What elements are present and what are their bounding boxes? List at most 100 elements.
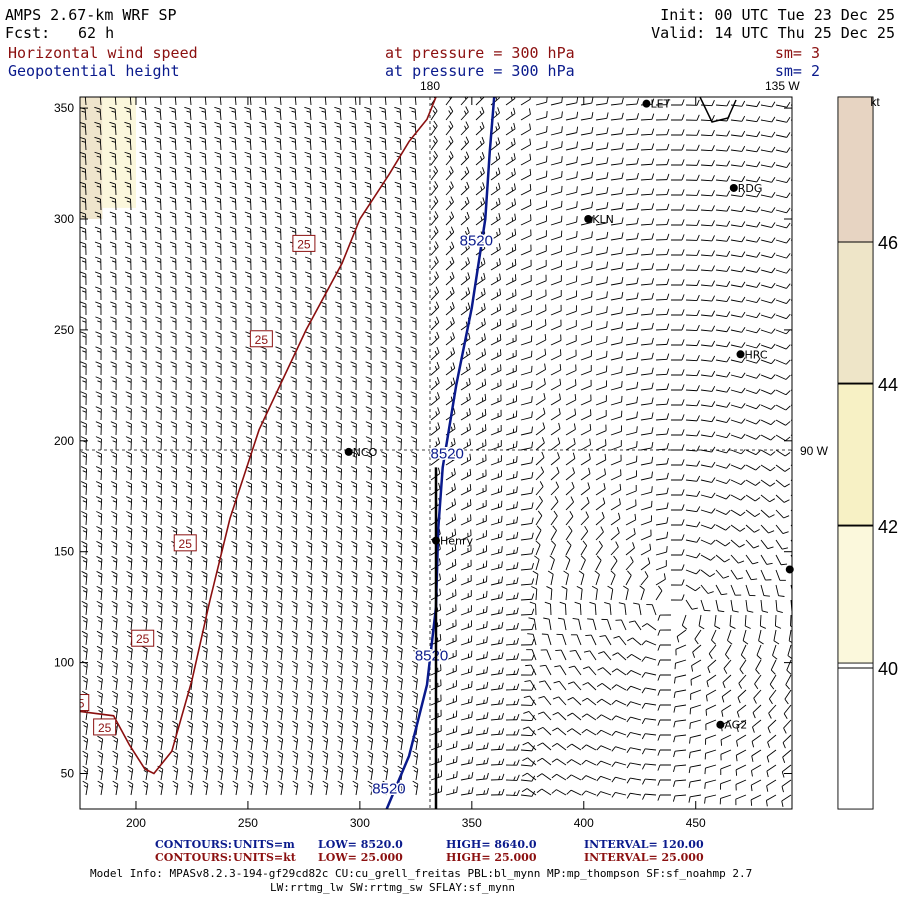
wind-barb <box>410 346 417 361</box>
barb-flag <box>95 346 102 350</box>
barb-shaft <box>730 359 742 364</box>
wind-barb <box>775 268 791 274</box>
barb-flag <box>80 436 87 440</box>
barb-flag <box>469 499 472 506</box>
barb-shaft <box>610 327 622 331</box>
barb-flag <box>244 226 251 230</box>
barb-shaft <box>610 192 622 196</box>
barb-flag <box>320 346 327 350</box>
barb-flag <box>217 395 222 398</box>
wind-barb <box>200 301 207 316</box>
wind-barb <box>700 235 715 242</box>
wind-barb <box>790 419 792 422</box>
barb-flag <box>244 121 251 125</box>
barb-flag <box>124 241 131 245</box>
barb-flag <box>201 200 206 203</box>
wind-barb <box>394 121 402 136</box>
wind-barb <box>110 346 117 361</box>
barb-shaft <box>99 108 102 121</box>
barb-flag <box>277 455 282 458</box>
wind-barb <box>490 379 502 391</box>
field1-level: at pressure = 300 hPa <box>385 44 575 62</box>
barb-shaft <box>640 223 653 226</box>
barb-flag <box>156 200 161 203</box>
barb-flag <box>559 349 562 356</box>
barb-flag <box>621 202 624 209</box>
barb-flag <box>319 136 326 140</box>
barb-flag <box>681 354 685 361</box>
wind-barb <box>290 286 297 301</box>
barb-flag <box>514 213 517 220</box>
barb-flag <box>756 312 761 318</box>
barb-shaft <box>234 138 237 151</box>
barb-flag <box>80 376 87 380</box>
wind-barb <box>304 136 312 151</box>
barb-shaft <box>625 133 637 136</box>
wind-barb <box>260 421 267 436</box>
barb-shaft <box>550 428 561 436</box>
wind-barb <box>155 436 162 451</box>
wind-barb <box>335 286 342 301</box>
barb-shaft <box>715 344 727 348</box>
barb-shaft <box>580 296 592 301</box>
barb-flag <box>95 406 102 410</box>
wind-barb <box>730 342 746 348</box>
wind-barb <box>595 187 609 196</box>
barb-shaft <box>384 108 387 121</box>
barb-flag <box>496 201 498 206</box>
wind-barb <box>700 370 716 377</box>
wind-barb <box>445 166 454 181</box>
wind-barb <box>670 219 685 226</box>
barb-flag <box>97 365 102 368</box>
barb-flag <box>322 335 327 338</box>
barb-flag <box>336 290 342 293</box>
barb-flag <box>448 110 452 115</box>
wind-barb <box>245 376 252 391</box>
barb-flag <box>156 260 161 263</box>
barb-shaft <box>730 419 742 424</box>
barb-flag <box>274 136 281 140</box>
barb-flag <box>741 130 746 137</box>
wind-barb <box>199 136 207 151</box>
barb-flag <box>199 92 205 94</box>
wind-barb <box>95 421 102 436</box>
wind-barb <box>334 151 342 166</box>
barb-flag <box>379 211 386 215</box>
barb-flag <box>498 182 501 189</box>
barb-flag <box>741 251 746 258</box>
barb-flag <box>771 192 776 198</box>
barb-shaft <box>580 429 591 436</box>
barb-flag <box>557 452 560 459</box>
barb-shaft <box>655 313 668 316</box>
barb-flag <box>666 113 670 120</box>
barb-shaft <box>369 123 372 136</box>
barb-flag <box>636 98 640 105</box>
barb-flag <box>322 380 327 383</box>
wind-barb <box>445 136 454 151</box>
wind-barb <box>184 166 192 181</box>
wind-barb <box>460 423 471 436</box>
barb-flag <box>262 365 267 368</box>
barb-flag <box>337 440 342 443</box>
wind-barb <box>775 253 791 259</box>
barb-flag <box>321 200 326 203</box>
barb-flag <box>396 110 401 113</box>
barb-shaft <box>400 198 402 211</box>
barb-shaft <box>520 250 532 256</box>
barb-flag <box>395 406 402 410</box>
barb-flag <box>651 263 655 270</box>
barb-shaft <box>115 468 118 481</box>
barb-flag <box>696 144 700 151</box>
barb-flag <box>201 275 207 278</box>
wind-barb <box>505 440 518 451</box>
wind-barb <box>535 319 547 331</box>
wind-barb <box>169 151 177 166</box>
barb-flag <box>666 323 670 330</box>
barb-flag <box>621 366 623 373</box>
wind-barb <box>259 181 267 196</box>
barb-flag <box>245 421 252 425</box>
wind-barb <box>715 175 731 182</box>
wind-barb <box>125 361 132 376</box>
wind-barb <box>259 196 267 211</box>
